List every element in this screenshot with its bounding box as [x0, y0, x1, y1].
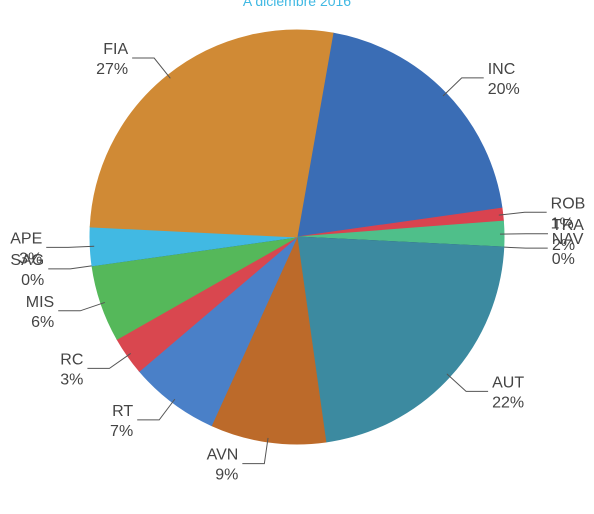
leader-line [500, 247, 548, 248]
leader-line [46, 246, 94, 247]
slice-label: ROB [551, 195, 586, 212]
slice-label: FIA [103, 41, 128, 58]
leader-line [48, 265, 96, 269]
chart-title: A diciembre 2016 [243, 0, 351, 9]
slice-label: AUT [492, 374, 524, 391]
leader-line [499, 212, 547, 215]
leader-line [132, 58, 170, 78]
slice-label: INC [488, 61, 516, 78]
leader-line [137, 399, 175, 420]
slice-value-label: 7% [110, 423, 133, 440]
leader-line [87, 353, 130, 368]
slice-value-label: 20% [488, 81, 520, 98]
slice-label: AVN [207, 447, 239, 464]
leader-line [58, 302, 105, 310]
slice-label: RC [60, 351, 83, 368]
slice-value-label: 9% [215, 467, 238, 484]
leader-line [447, 374, 488, 392]
slice-value-label: 0% [21, 272, 44, 289]
pie-slice [297, 237, 504, 442]
slice-value-label: 22% [492, 394, 524, 411]
slice-value-label: 3% [19, 250, 42, 267]
slice-value-label: 0% [552, 251, 575, 268]
slice-label: APE [10, 230, 42, 247]
slice-label: NAV [552, 231, 584, 248]
slice-label: RT [112, 403, 133, 420]
slice-value-label: 6% [31, 314, 54, 331]
slice-value-label: 3% [60, 371, 83, 388]
slice-value-label: 27% [96, 61, 128, 78]
slice-label: MIS [26, 294, 54, 311]
leader-line [443, 78, 484, 96]
